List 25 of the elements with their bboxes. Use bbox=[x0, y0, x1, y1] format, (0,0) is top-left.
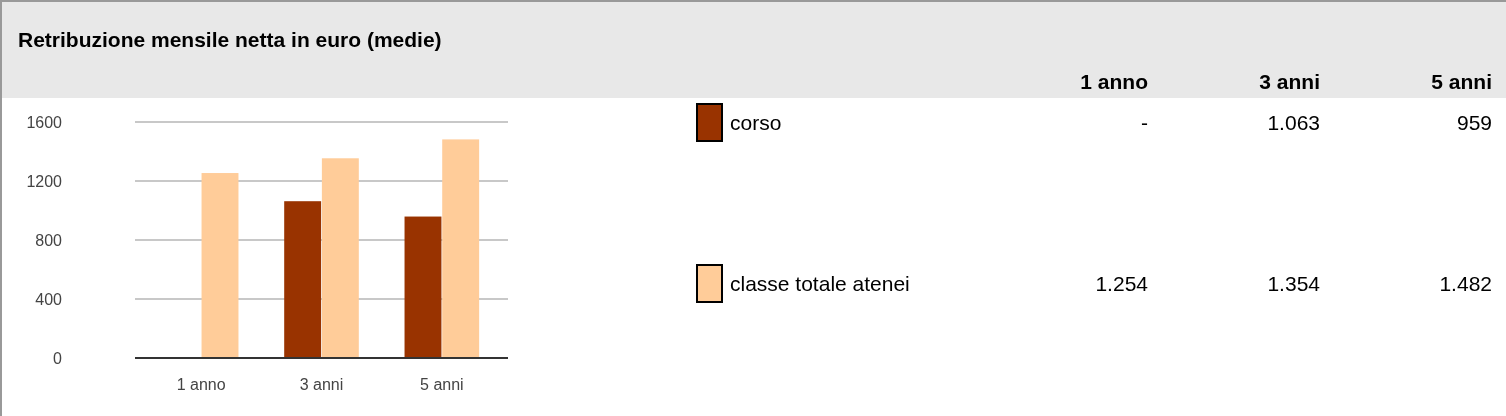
y-tick-label: 1200 bbox=[26, 173, 63, 190]
x-tick-label: 3 anni bbox=[299, 376, 344, 393]
x-tick-label: 5 anni bbox=[420, 376, 464, 393]
text: - bbox=[1141, 111, 1148, 134]
chart-title: Retribuzione mensile netta in euro (medie) bbox=[18, 28, 442, 51]
y-tick-label: 400 bbox=[35, 291, 63, 308]
text: 959 bbox=[1456, 111, 1492, 134]
bar bbox=[321, 158, 359, 358]
legend-label: classe totale atenei bbox=[730, 272, 910, 295]
bar bbox=[201, 173, 239, 358]
text: 1.063 bbox=[1267, 111, 1320, 134]
category-label: 3 anni bbox=[1259, 70, 1320, 93]
category-label: 5 anni bbox=[1431, 70, 1492, 93]
text: 1.482 bbox=[1439, 272, 1492, 295]
legend-label: corso bbox=[730, 111, 782, 134]
bar bbox=[404, 216, 442, 358]
category-label: 1 anno bbox=[1080, 70, 1148, 93]
text: 1.254 bbox=[1095, 272, 1149, 295]
x-tick-label: 1 anno bbox=[176, 376, 226, 393]
y-tick-label: 800 bbox=[35, 232, 63, 249]
y-tick-label: 1600 bbox=[26, 114, 63, 131]
bar bbox=[284, 201, 322, 358]
bar bbox=[442, 139, 480, 358]
y-tick-label: 0 bbox=[53, 350, 63, 367]
text: 1.354 bbox=[1267, 272, 1321, 295]
